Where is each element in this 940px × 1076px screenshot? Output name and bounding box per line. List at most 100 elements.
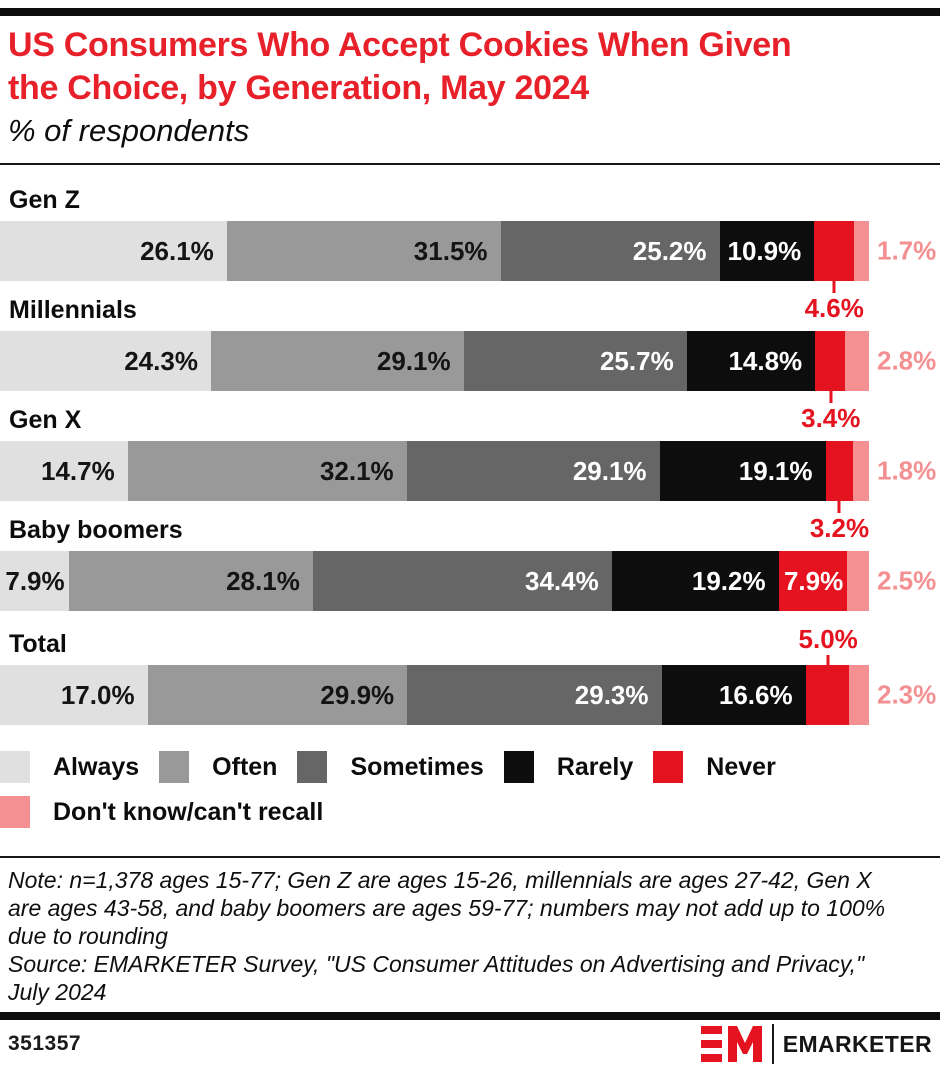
chart-notes: Note: n=1,378 ages 15-77; Gen Z are ages… — [8, 866, 908, 1006]
segment-value-label: 28.1% — [226, 565, 300, 596]
category-label: Baby boomers — [9, 516, 183, 544]
segment-don-t-know-can-t-recall — [853, 441, 869, 501]
legend-item-always: Always — [0, 751, 139, 783]
segment-rarely: 14.8% — [686, 331, 816, 391]
segment-value-label: 24.3% — [124, 345, 198, 376]
segment-often: 29.1% — [210, 331, 464, 391]
segment-value-label: 7.9% — [5, 565, 65, 596]
dont-know-value-label: 1.8% — [877, 455, 937, 486]
stacked-bar: 26.1% 31.5% 25.2% 10.9% — [0, 221, 869, 281]
category-label: Gen X — [9, 406, 82, 434]
segment-rarely: 10.9% — [719, 221, 815, 281]
never-callout-value: 3.2% — [809, 513, 870, 543]
legend-row: Don't know/can't recall — [0, 796, 940, 828]
bar-track: 26.1% 31.5% 25.2% 10.9% 4.6% 1.7% — [0, 221, 936, 323]
never-callout-value: 5.0% — [798, 624, 858, 654]
stacked-bar: 14.7% 32.1% 29.1% 19.1% — [0, 441, 869, 501]
legend-item-sometimes: Sometimes — [297, 751, 484, 783]
segment-value-label: 17.0% — [60, 679, 135, 710]
source-text: Source: EMARKETER Survey, "US Consumer A… — [8, 951, 865, 1005]
legend-label: Always — [53, 752, 140, 781]
stacked-bar: 24.3% 29.1% 25.7% 14.8% — [0, 331, 869, 391]
category-label: Millennials — [9, 296, 137, 324]
bar-row-baby-boomers: Baby boomers 7.9% 28.1% 34.4% 19.2% 7.9% 2.5% — [0, 517, 940, 611]
segment-always: 24.3% — [0, 331, 211, 391]
legend-swatch-often — [159, 751, 190, 783]
segment-never — [805, 665, 850, 725]
page-title: US Consumers Who Accept Cookies When Giv… — [8, 24, 888, 110]
page-title-line1: US Consumers Who Accept Cookies When Giv… — [8, 26, 792, 64]
legend-swatch-never — [653, 751, 684, 783]
em-logo-mark-icon — [700, 1026, 762, 1062]
legend-item-rarely: Rarely — [503, 751, 633, 783]
segment-value-label: 29.9% — [320, 679, 395, 710]
dont-know-value-label: 2.3% — [877, 679, 937, 710]
legend-label: Never — [706, 752, 776, 781]
note-divider — [0, 856, 940, 858]
dont-know-value-label: 2.5% — [877, 565, 937, 596]
segment-never — [825, 441, 854, 501]
segment-don-t-know-can-t-recall — [844, 331, 869, 391]
segment-value-label: 10.9% — [727, 235, 802, 266]
segment-never — [814, 221, 855, 281]
segment-always: 17.0% — [0, 665, 148, 725]
segment-sometimes: 34.4% — [312, 551, 612, 611]
segment-value-label: 16.6% — [718, 679, 793, 710]
segment-value-label: 26.1% — [140, 235, 214, 266]
segment-don-t-know-can-t-recall — [849, 665, 869, 725]
bottom-accent-bar — [0, 1012, 940, 1020]
legend-swatch-always — [0, 751, 30, 783]
stacked-bar: 17.0% 29.9% 29.3% 16.6% — [0, 665, 869, 725]
segment-value-label: 29.3% — [574, 679, 649, 710]
segment-rarely: 16.6% — [661, 665, 806, 725]
legend-row: Always Often Sometimes Rarely Never — [0, 751, 940, 783]
bar-row-gen-x: Gen X 14.7% 32.1% 29.1% 19.1% 3.2% 1.8% — [0, 406, 940, 543]
legend-swatch-rarely — [503, 751, 534, 783]
chart-legend: Always Often Sometimes Rarely Never Don't kno… — [0, 751, 940, 828]
bar-track: 14.7% 32.1% 29.1% 19.1% 3.2% 1.8% — [0, 441, 936, 543]
segment-always: 7.9% — [0, 551, 69, 611]
bar-row-millennials: Millennials 24.3% 29.1% 25.7% 14.8% 3.4% 2.8% — [0, 296, 940, 433]
legend-label: Don't know/can't recall — [53, 797, 324, 826]
legend-label: Often — [212, 752, 278, 781]
dont-know-value-label: 1.7% — [877, 235, 937, 266]
segment-often: 32.1% — [127, 441, 407, 501]
segment-often: 28.1% — [68, 551, 313, 611]
never-callout-line — [837, 501, 841, 513]
bar-track: 17.0% 29.9% 29.3% 16.6% 5.0% 2.3% — [0, 624, 936, 725]
brand-name: EMARKETER — [782, 1030, 932, 1057]
category-label: Gen Z — [9, 186, 80, 214]
bar-row-gen-z: Gen Z 26.1% 31.5% 25.2% 10.9% 4.6% 1.7% — [0, 186, 940, 323]
segment-value-label: 25.2% — [632, 235, 707, 266]
legend-swatch-don-t-know-can-t-recall — [0, 796, 30, 828]
segment-rarely: 19.2% — [611, 551, 779, 611]
dont-know-value-label: 2.8% — [877, 345, 937, 376]
chart-id: 351357 — [8, 1032, 82, 1055]
segment-sometimes: 25.2% — [500, 221, 720, 281]
segment-always: 26.1% — [0, 221, 227, 281]
chart-footer: 351357 EMARKETER — [0, 1020, 940, 1068]
legend-label: Sometimes — [350, 752, 484, 781]
segment-sometimes: 29.3% — [407, 665, 662, 725]
segment-value-label: 25.7% — [599, 345, 674, 376]
legend-item-never: Never — [653, 751, 776, 783]
never-callout-line — [826, 655, 830, 665]
segment-sometimes: 25.7% — [463, 331, 687, 391]
category-label: Total — [9, 630, 67, 658]
legend-swatch-sometimes — [297, 751, 328, 783]
stacked-bar: 7.9% 28.1% 34.4% 19.2% 7.9% — [0, 551, 869, 611]
segment-value-label: 7.9% — [783, 565, 844, 596]
chart-subtitle: % of respondents — [8, 113, 250, 148]
segment-never — [815, 331, 845, 391]
never-callout-line — [829, 391, 833, 403]
segment-value-label: 29.1% — [572, 455, 647, 486]
bar-track: 24.3% 29.1% 25.7% 14.8% 3.4% 2.8% — [0, 331, 936, 433]
bar-row-total: Total 17.0% 29.9% 29.3% 16.6% 5.0% 2.3% — [0, 624, 940, 725]
never-callout-value: 3.4% — [801, 403, 861, 433]
note-text: Note: n=1,378 ages 15-77; Gen Z are ages… — [8, 867, 886, 949]
legend-item-often: Often — [159, 751, 277, 783]
segment-don-t-know-can-t-recall — [847, 551, 869, 611]
logo-divider — [771, 1024, 774, 1064]
segment-sometimes: 29.1% — [406, 441, 660, 501]
segment-value-label: 19.1% — [738, 455, 813, 486]
